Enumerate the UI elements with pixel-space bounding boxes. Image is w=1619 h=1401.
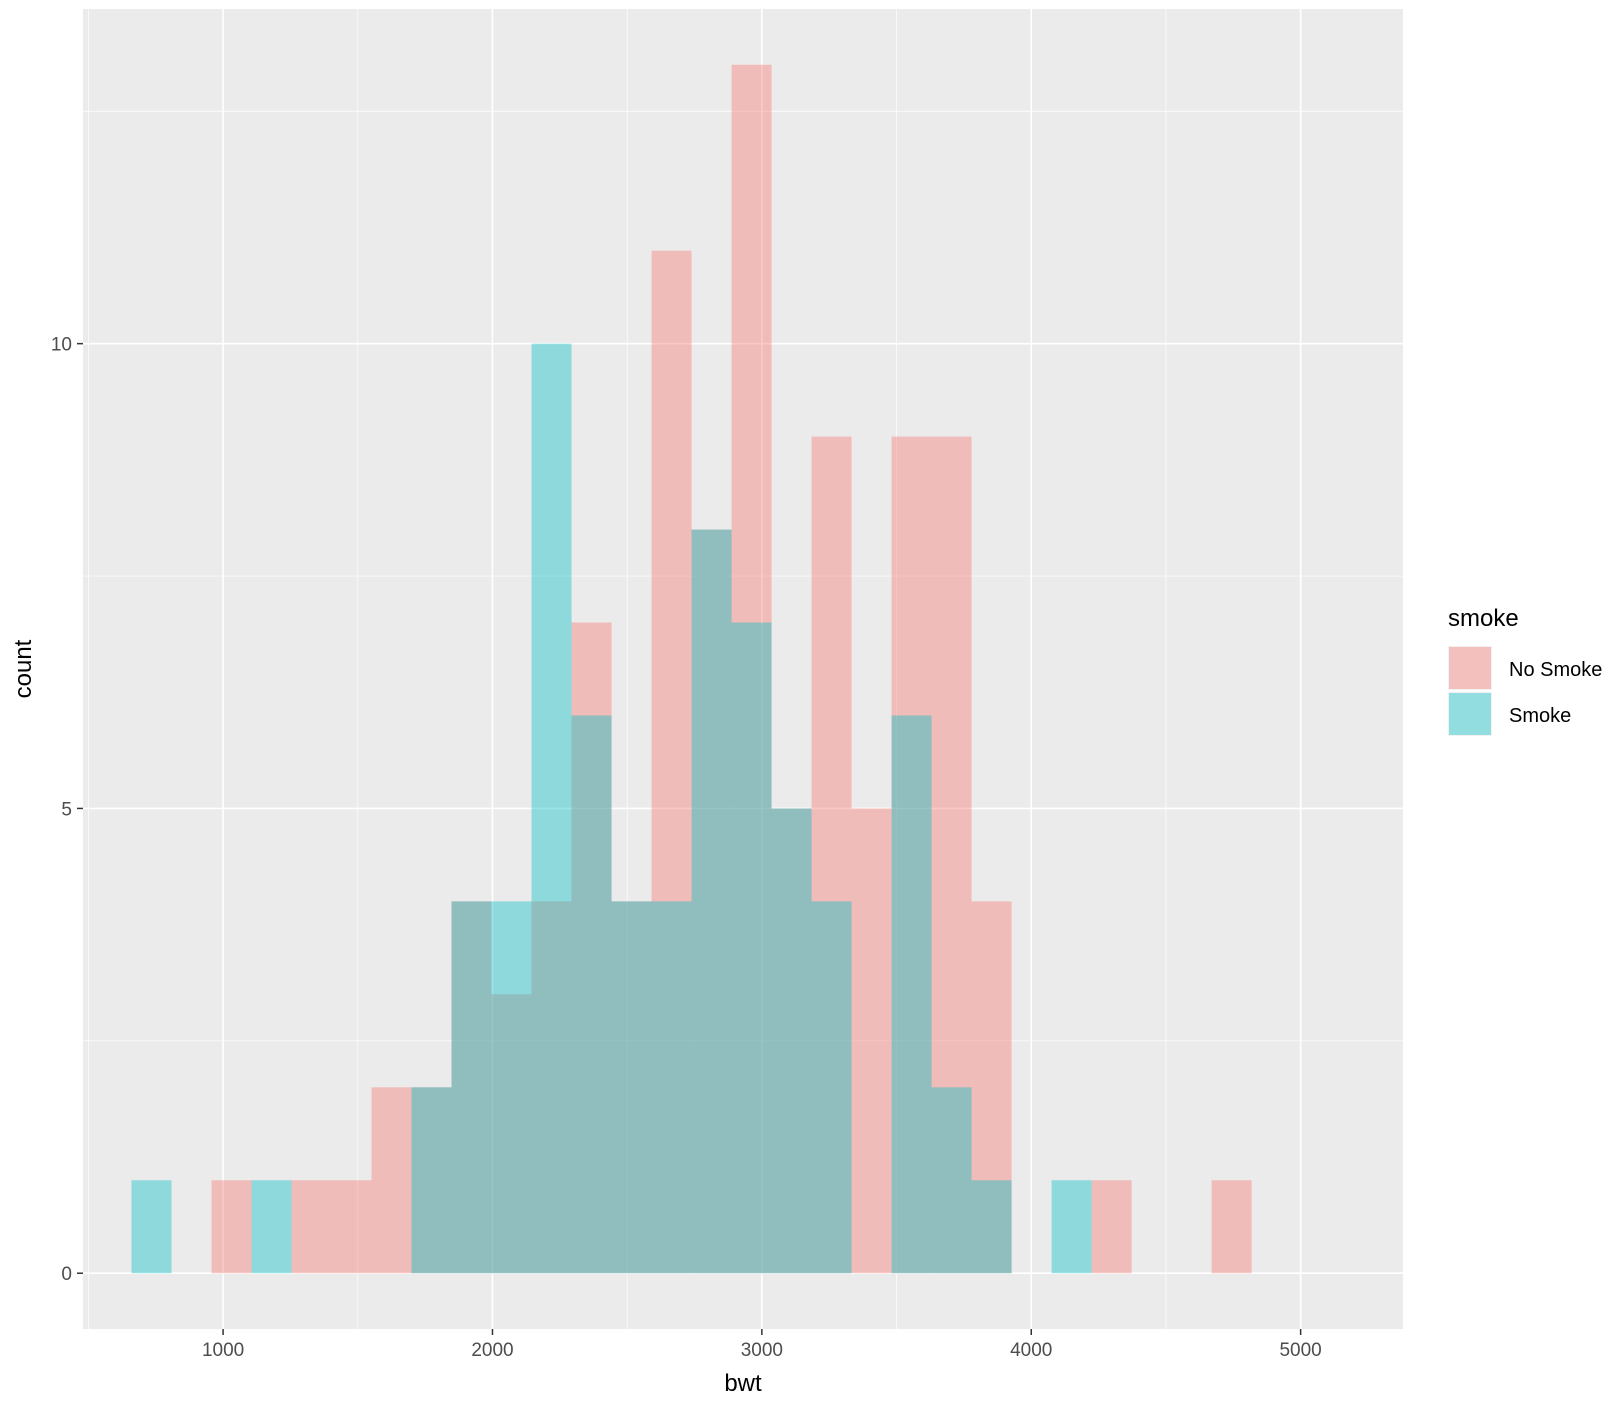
legend-label-smoke: Smoke (1509, 705, 1571, 727)
y-tick-label: 0 (61, 1264, 72, 1285)
bar-no-smoke (211, 1180, 252, 1274)
legend-swatch-smoke (1449, 693, 1491, 735)
y-axis-title: count (10, 639, 37, 698)
bar-smoke (1051, 1180, 1092, 1274)
bar-no-smoke (651, 250, 692, 1274)
bar-no-smoke (851, 808, 892, 1274)
bar-smoke (451, 901, 492, 1274)
bar-smoke (131, 1180, 172, 1274)
histogram-bars (131, 64, 1252, 1274)
bar-no-smoke (371, 1087, 412, 1274)
bar-no-smoke (531, 901, 572, 1274)
bar-smoke (891, 715, 932, 1274)
bar-no-smoke (891, 436, 932, 1274)
x-axis: 1000 2000 3000 4000 5000 (202, 1329, 1322, 1361)
legend-swatch-no-smoke (1449, 647, 1491, 689)
grid-lines (83, 9, 1403, 1329)
bar-no-smoke (971, 901, 1012, 1274)
bar-smoke (931, 1087, 972, 1274)
bar-smoke (251, 1180, 292, 1274)
x-tick-label: 1000 (202, 1340, 244, 1361)
bar-no-smoke (611, 901, 652, 1274)
bar-no-smoke (931, 436, 972, 1274)
bar-no-smoke (451, 901, 492, 1274)
x-axis-title: bwt (724, 1370, 762, 1397)
legend-key-smoke (1448, 692, 1492, 736)
bar-no-smoke (331, 1180, 372, 1274)
bar-no-smoke (1091, 1180, 1132, 1274)
bar-smoke (771, 808, 812, 1274)
bar-no-smoke (811, 436, 852, 1274)
bar-no-smoke (411, 1087, 452, 1274)
bar-no-smoke (1211, 1180, 1252, 1274)
bar-smoke (571, 715, 612, 1274)
bar-no-smoke (291, 1180, 332, 1274)
plot-panel (83, 9, 1403, 1329)
x-tick-label: 5000 (1279, 1340, 1321, 1361)
bar-smoke (611, 901, 652, 1274)
y-axis: 0 5 10 (51, 335, 83, 1285)
bar-smoke (971, 1180, 1012, 1274)
legend: smoke No Smoke Smoke (1448, 605, 1602, 736)
bar-smoke (691, 529, 732, 1274)
legend-title: smoke (1448, 605, 1519, 632)
y-tick-label: 10 (51, 335, 72, 356)
bar-no-smoke (491, 994, 532, 1274)
x-tick-label: 3000 (741, 1340, 783, 1361)
legend-key-no-smoke (1448, 646, 1492, 690)
bar-smoke (731, 622, 772, 1274)
y-tick-label: 5 (61, 799, 72, 820)
bar-no-smoke (771, 808, 812, 1274)
bar-smoke (531, 343, 572, 1274)
bar-smoke (651, 901, 692, 1274)
bar-smoke (411, 1087, 452, 1274)
bar-no-smoke (571, 622, 612, 1274)
bar-smoke (491, 901, 532, 1274)
legend-label-no-smoke: No Smoke (1509, 659, 1602, 681)
x-tick-label: 2000 (471, 1340, 513, 1361)
bar-no-smoke (731, 64, 772, 1274)
x-tick-label: 4000 (1010, 1340, 1052, 1361)
bar-no-smoke (691, 529, 732, 1274)
bar-smoke (811, 901, 852, 1274)
